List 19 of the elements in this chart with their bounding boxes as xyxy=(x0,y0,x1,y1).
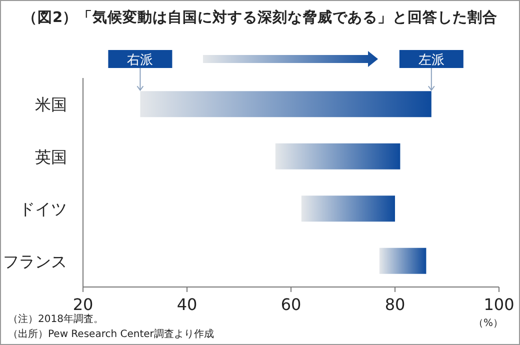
bar xyxy=(140,91,432,118)
y-tick-label: ドイツ xyxy=(19,200,67,219)
annotation: 左派 xyxy=(418,53,444,68)
y-tick-label: 英国 xyxy=(35,147,67,166)
text: （出所）Pew Research Center調査より作成 xyxy=(8,328,214,340)
bar xyxy=(301,196,395,222)
annotation: 右派 xyxy=(127,53,154,68)
x-tick-label: 20 xyxy=(72,295,94,314)
x-tick-label: 60 xyxy=(280,295,302,314)
x-tick-label: 40 xyxy=(176,295,198,314)
y-tick-label: 米国 xyxy=(35,95,67,114)
text: （注）2018年調査。 xyxy=(8,313,104,325)
y-tick-label: フランス xyxy=(3,252,67,271)
x-axis-title: （%） xyxy=(473,318,503,329)
x-tick-label: 80 xyxy=(384,295,406,314)
bar xyxy=(379,248,426,274)
bar xyxy=(275,143,400,170)
chart-title: （図2）「気候変動は自国に対する深刻な脅威である」と回答した割合 xyxy=(22,8,498,26)
x-tick-label: 100 xyxy=(484,295,514,314)
